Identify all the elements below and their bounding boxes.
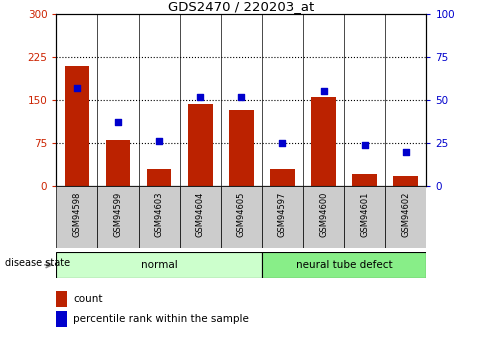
Bar	[147, 169, 172, 186]
FancyBboxPatch shape	[139, 186, 180, 248]
Point	[319, 89, 327, 94]
Bar	[393, 176, 418, 186]
FancyBboxPatch shape	[385, 186, 426, 248]
Text: GSM94598: GSM94598	[73, 191, 81, 237]
Point	[73, 85, 81, 91]
FancyBboxPatch shape	[56, 186, 98, 248]
Point	[196, 94, 204, 99]
Text: GSM94603: GSM94603	[155, 191, 164, 237]
Text: GSM94602: GSM94602	[401, 191, 410, 237]
Bar	[106, 140, 130, 186]
Bar	[270, 169, 295, 186]
Point	[155, 139, 163, 144]
FancyBboxPatch shape	[221, 186, 262, 248]
Point	[361, 142, 368, 148]
Text: GSM94600: GSM94600	[319, 191, 328, 237]
Text: GSM94605: GSM94605	[237, 191, 246, 237]
Bar	[56, 311, 68, 327]
Text: percentile rank within the sample: percentile rank within the sample	[73, 314, 249, 324]
Title: GDS2470 / 220203_at: GDS2470 / 220203_at	[168, 0, 315, 13]
FancyBboxPatch shape	[180, 186, 221, 248]
Text: disease state: disease state	[5, 258, 70, 268]
Point	[114, 120, 122, 125]
Text: GSM94601: GSM94601	[360, 191, 369, 237]
Point	[402, 149, 410, 155]
Text: normal: normal	[141, 260, 177, 270]
Bar	[188, 104, 213, 186]
FancyBboxPatch shape	[262, 252, 426, 278]
Bar	[65, 66, 89, 186]
Bar	[229, 110, 254, 186]
Text: GSM94599: GSM94599	[114, 191, 122, 237]
Text: GSM94604: GSM94604	[196, 191, 205, 237]
Text: count: count	[73, 294, 102, 304]
Text: neural tube defect: neural tube defect	[296, 260, 392, 270]
Bar	[311, 97, 336, 186]
Bar	[56, 291, 68, 306]
Point	[278, 140, 286, 146]
FancyBboxPatch shape	[262, 186, 303, 248]
Point	[238, 94, 245, 99]
FancyBboxPatch shape	[56, 252, 262, 278]
FancyBboxPatch shape	[344, 186, 385, 248]
Bar	[352, 174, 377, 186]
FancyBboxPatch shape	[303, 186, 344, 248]
Text: GSM94597: GSM94597	[278, 191, 287, 237]
FancyBboxPatch shape	[98, 186, 139, 248]
